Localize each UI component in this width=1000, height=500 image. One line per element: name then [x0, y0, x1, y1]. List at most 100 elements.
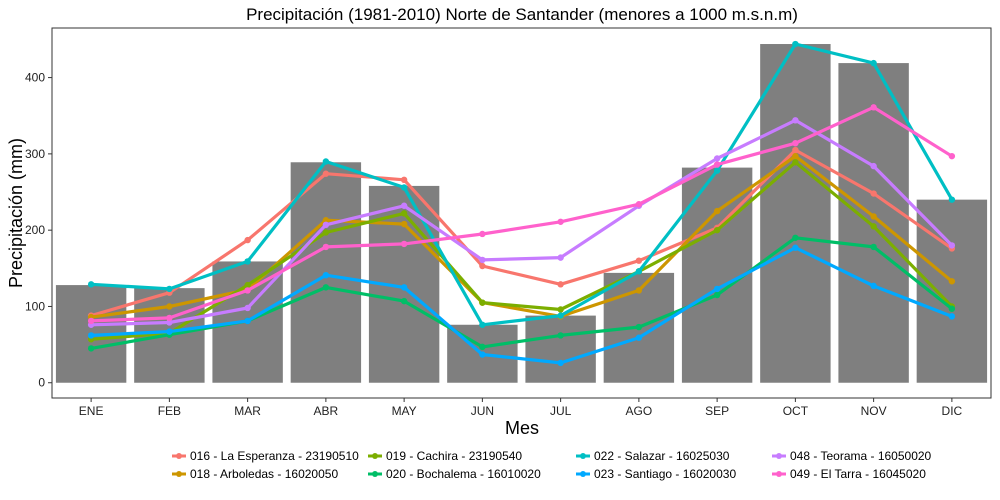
series-point — [870, 104, 877, 111]
x-tick-label: ENE — [79, 404, 104, 418]
x-tick-label: MAY — [392, 404, 417, 418]
legend-item: 019 - Cachira - 23190540 — [368, 449, 522, 463]
series-point — [479, 262, 486, 270]
x-tick-label: OCT — [783, 404, 809, 418]
series-point — [322, 229, 330, 236]
series-point — [870, 223, 877, 230]
x-tick-label: JUL — [550, 404, 572, 418]
series-point — [322, 217, 330, 224]
y-axis-title: Precipitación (mm) — [6, 138, 26, 288]
x-axis-title: Mes — [505, 418, 539, 438]
series-point — [479, 343, 486, 351]
x-tick-label: DIC — [942, 404, 963, 418]
legend-swatch-point — [776, 471, 782, 477]
series-point — [322, 284, 330, 291]
x-tick-label: NOV — [861, 404, 887, 418]
series-point — [87, 345, 95, 352]
legend-label: 020 - Bochalema - 16010020 — [386, 467, 541, 481]
bars-layer — [55, 44, 988, 383]
series-point — [870, 243, 877, 251]
plot-panel-border — [51, 27, 992, 399]
series-point — [166, 328, 173, 335]
legend-label: 019 - Cachira - 23190540 — [386, 449, 522, 463]
series-point — [479, 321, 486, 328]
series-point — [792, 152, 799, 160]
series-point — [400, 176, 408, 184]
series-point — [244, 304, 251, 312]
series-point — [635, 334, 643, 341]
series-point — [87, 332, 95, 339]
series-point — [479, 351, 486, 358]
legend-item: 016 - La Esperanza - 23190510 — [172, 449, 359, 463]
legend-swatch-point — [580, 471, 586, 477]
series-point — [713, 285, 721, 293]
series-point — [792, 244, 799, 251]
series-point — [635, 323, 643, 331]
series-point — [713, 207, 721, 215]
lines-layer — [87, 40, 956, 367]
series-point — [400, 210, 408, 217]
series-point — [792, 146, 799, 154]
series-point — [400, 202, 408, 209]
legend-label: 016 - La Esperanza - 23190510 — [190, 449, 359, 463]
series-line — [89, 160, 954, 341]
series-line — [89, 105, 954, 323]
series-point — [635, 257, 643, 264]
series-3 — [87, 159, 956, 343]
series-point — [322, 158, 330, 165]
series-point — [713, 291, 721, 299]
series-5 — [87, 40, 956, 328]
legend-swatch-point — [372, 471, 378, 477]
series-line — [89, 42, 954, 327]
series-point — [322, 221, 330, 229]
series-line — [89, 246, 954, 365]
bar-jul — [525, 315, 596, 383]
series-8 — [87, 104, 956, 325]
series-point — [322, 271, 330, 279]
series-line — [89, 148, 954, 318]
legend: 016 - La Esperanza - 23190510 018 - Arbol… — [172, 449, 932, 481]
series-point — [713, 226, 721, 234]
series-point — [948, 313, 956, 320]
x-tick-label: FEB — [158, 404, 181, 418]
legend-swatch-point — [580, 453, 586, 459]
x-tick-label: JUN — [471, 404, 494, 418]
series-point — [557, 359, 564, 367]
series-point — [244, 287, 251, 294]
series-point — [792, 234, 799, 241]
series-point — [166, 285, 173, 293]
series-point — [400, 240, 408, 248]
series-point — [792, 40, 799, 48]
series-point — [870, 282, 877, 290]
series-point — [557, 306, 564, 313]
series-point — [557, 281, 564, 288]
legend-swatch-point — [176, 453, 182, 459]
series-point — [557, 332, 564, 339]
series-point — [244, 258, 251, 265]
series-point — [400, 220, 408, 228]
series-point — [244, 317, 251, 325]
y-tick-label: 300 — [25, 147, 45, 161]
series-point — [870, 213, 877, 220]
legend-label: 022 - Salazar - 16025030 — [594, 449, 730, 463]
series-point — [792, 139, 799, 147]
series-point — [948, 305, 956, 312]
series-point — [948, 278, 956, 285]
legend-item: 020 - Bochalema - 16010020 — [368, 467, 541, 481]
legend-item: 022 - Salazar - 16025030 — [576, 449, 730, 463]
y-tick-label: 0 — [38, 376, 45, 390]
x-axis: ENE FEB MAR ABR MAY JUN JUL AGO SEP OCT NOV DIC — [79, 398, 963, 418]
series-point — [635, 201, 643, 208]
x-tick-label: AGO — [626, 404, 653, 418]
y-tick-label: 200 — [25, 223, 45, 237]
legend-label: 023 - Santiago - 16020030 — [594, 467, 736, 481]
series-point — [400, 284, 408, 291]
series-point — [166, 319, 173, 326]
y-axis: 0 100 200 300 400 — [25, 71, 52, 390]
series-point — [479, 230, 486, 238]
legend-item: 018 - Arboledas - 16020050 — [172, 467, 338, 481]
series-point — [166, 303, 173, 310]
series-point — [635, 287, 643, 294]
x-tick-label: MAR — [234, 404, 261, 418]
